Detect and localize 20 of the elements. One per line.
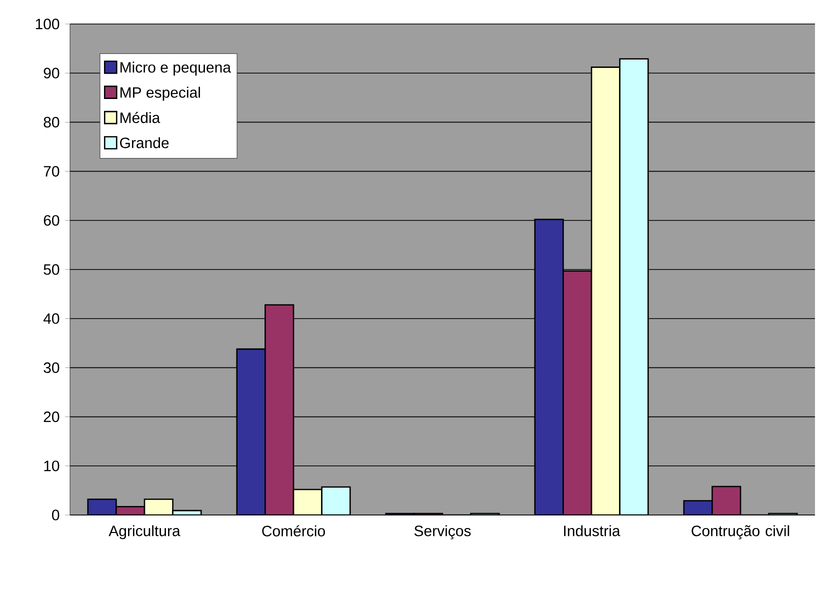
y-tick-label: 60 [44, 215, 60, 226]
y-tick-label: 10 [44, 460, 60, 472]
x-tick-label: Industria [564, 525, 620, 536]
y-tick-label: 90 [44, 68, 60, 78]
y-tick-label: 20 [44, 411, 60, 422]
legend-label: Grande [120, 137, 169, 148]
x-tick-label: Comércio [262, 525, 325, 536]
legend-label: Média [120, 112, 160, 124]
legend-label: MP especial [120, 86, 200, 101]
y-tick-label: 40 [43, 313, 60, 324]
y-tick-label: 100 [36, 18, 60, 30]
y-tick-label: 30 [44, 362, 60, 374]
x-tick-label: Contrução civil [692, 525, 790, 540]
x-tick-label: Agricultura [108, 525, 180, 540]
x-tick-label: Serviços [414, 525, 471, 540]
y-tick-label: 70 [44, 166, 60, 177]
y-tick-label: 0 [52, 510, 60, 520]
y-tick-label: 80 [44, 116, 60, 128]
y-tick-label: 50 [44, 264, 60, 275]
legend-label: Micro e pequena [120, 62, 232, 76]
